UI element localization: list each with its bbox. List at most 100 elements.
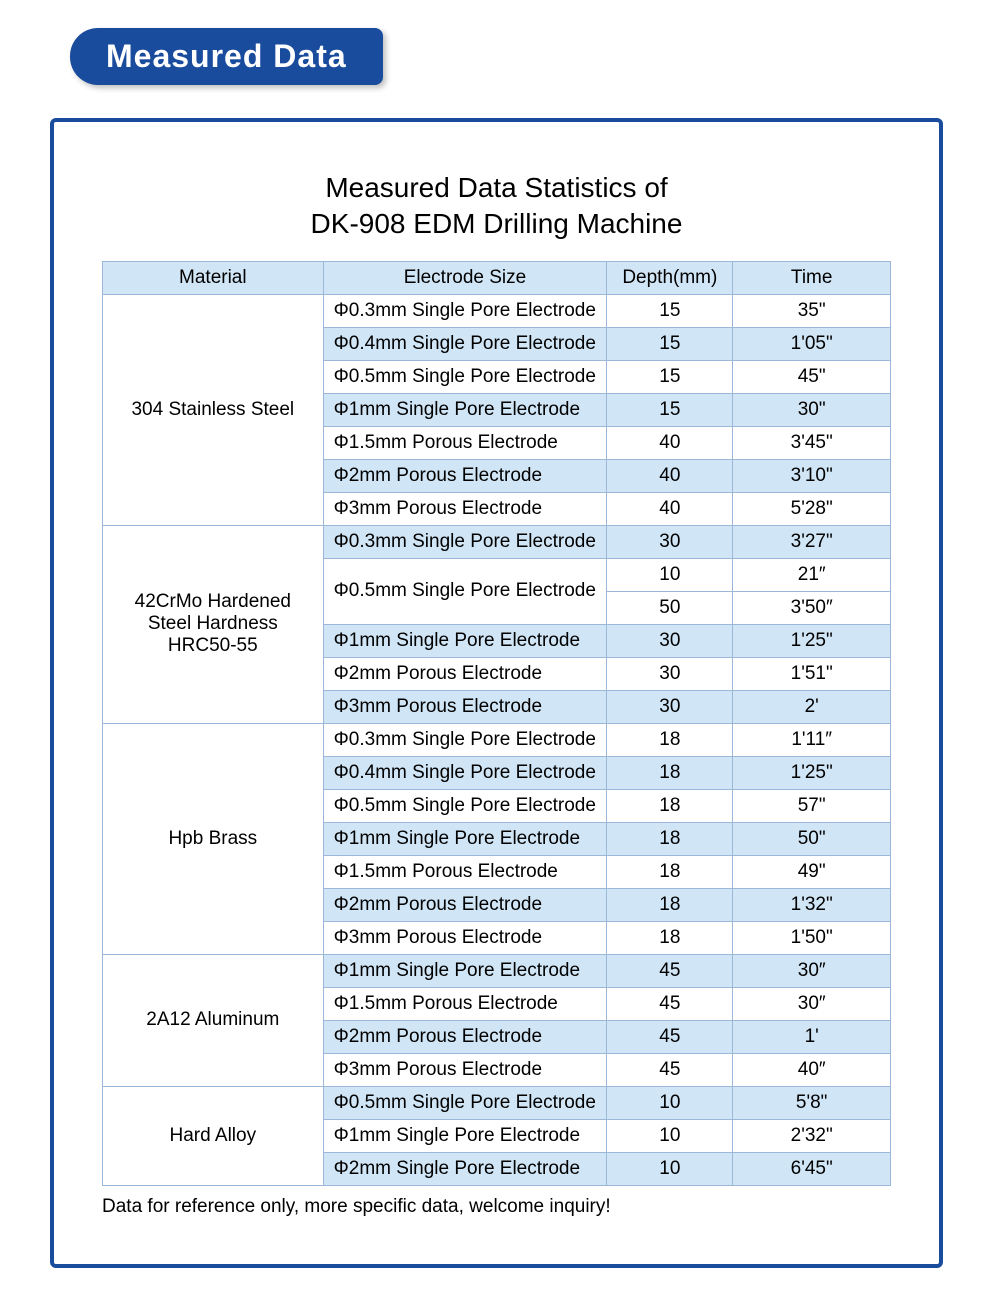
electrode-cell: Φ0.4mm Single Pore Electrode (323, 327, 607, 360)
material-cell: Hard Alloy (103, 1086, 324, 1185)
time-cell: 40″ (733, 1053, 891, 1086)
depth-cell: 40 (607, 459, 733, 492)
material-cell: 42CrMo Hardened Steel Hardness HRC50-55 (103, 525, 324, 723)
electrode-cell: Φ2mm Porous Electrode (323, 888, 607, 921)
time-cell: 6'45" (733, 1152, 891, 1185)
table-row: Hard AlloyΦ0.5mm Single Pore Electrode10… (103, 1086, 891, 1119)
header-badge: Measured Data (70, 28, 383, 85)
footnote: Data for reference only, more specific d… (102, 1196, 891, 1218)
depth-cell: 15 (607, 294, 733, 327)
depth-cell: 18 (607, 789, 733, 822)
depth-cell: 18 (607, 921, 733, 954)
electrode-cell: Φ0.4mm Single Pore Electrode (323, 756, 607, 789)
depth-cell: 10 (607, 1086, 733, 1119)
depth-cell: 30 (607, 525, 733, 558)
time-cell: 21″ (733, 558, 891, 591)
time-cell: 5'8" (733, 1086, 891, 1119)
content-frame: Measured Data Statistics of DK-908 EDM D… (50, 118, 943, 1268)
electrode-cell: Φ0.5mm Single Pore Electrode (323, 1086, 607, 1119)
table-row: 2A12 AluminumΦ1mm Single Pore Electrode4… (103, 954, 891, 987)
depth-cell: 15 (607, 360, 733, 393)
time-cell: 49" (733, 855, 891, 888)
electrode-cell: Φ0.5mm Single Pore Electrode (323, 789, 607, 822)
electrode-cell: Φ3mm Porous Electrode (323, 690, 607, 723)
material-cell: Hpb Brass (103, 723, 324, 954)
depth-cell: 50 (607, 591, 733, 624)
time-cell: 3'27" (733, 525, 891, 558)
electrode-cell: Φ0.3mm Single Pore Electrode (323, 723, 607, 756)
depth-cell: 40 (607, 492, 733, 525)
time-cell: 1'51" (733, 657, 891, 690)
electrode-cell: Φ3mm Porous Electrode (323, 492, 607, 525)
time-cell: 1'25" (733, 624, 891, 657)
electrode-cell: Φ1mm Single Pore Electrode (323, 624, 607, 657)
electrode-cell: Φ0.5mm Single Pore Electrode (323, 360, 607, 393)
depth-cell: 15 (607, 393, 733, 426)
table-row: Hpb BrassΦ0.3mm Single Pore Electrode181… (103, 723, 891, 756)
electrode-cell: Φ1.5mm Porous Electrode (323, 987, 607, 1020)
depth-cell: 18 (607, 723, 733, 756)
page-title: Measured Data Statistics of DK-908 EDM D… (102, 170, 891, 243)
material-cell: 304 Stainless Steel (103, 294, 324, 525)
time-cell: 35" (733, 294, 891, 327)
time-cell: 30″ (733, 954, 891, 987)
time-cell: 3'50″ (733, 591, 891, 624)
depth-cell: 15 (607, 327, 733, 360)
time-cell: 1' (733, 1020, 891, 1053)
electrode-cell: Φ1mm Single Pore Electrode (323, 1119, 607, 1152)
col-depth: Depth(mm) (607, 261, 733, 294)
time-cell: 5'28" (733, 492, 891, 525)
time-cell: 30″ (733, 987, 891, 1020)
depth-cell: 30 (607, 624, 733, 657)
depth-cell: 18 (607, 756, 733, 789)
table-header-row: Material Electrode Size Depth(mm) Time (103, 261, 891, 294)
electrode-cell: Φ1mm Single Pore Electrode (323, 954, 607, 987)
electrode-cell: Φ0.3mm Single Pore Electrode (323, 525, 607, 558)
time-cell: 1'05" (733, 327, 891, 360)
time-cell: 1'11″ (733, 723, 891, 756)
electrode-cell: Φ1.5mm Porous Electrode (323, 426, 607, 459)
time-cell: 1'32" (733, 888, 891, 921)
col-material: Material (103, 261, 324, 294)
title-line-1: Measured Data Statistics of (325, 172, 667, 203)
depth-cell: 18 (607, 855, 733, 888)
time-cell: 1'25" (733, 756, 891, 789)
time-cell: 45" (733, 360, 891, 393)
depth-cell: 30 (607, 657, 733, 690)
electrode-cell: Φ2mm Porous Electrode (323, 1020, 607, 1053)
depth-cell: 30 (607, 690, 733, 723)
electrode-cell: Φ1mm Single Pore Electrode (323, 393, 607, 426)
electrode-cell: Φ0.5mm Single Pore Electrode (323, 558, 607, 624)
depth-cell: 45 (607, 1053, 733, 1086)
depth-cell: 18 (607, 888, 733, 921)
data-table: Material Electrode Size Depth(mm) Time 3… (102, 261, 891, 1186)
electrode-cell: Φ1mm Single Pore Electrode (323, 822, 607, 855)
time-cell: 3'45" (733, 426, 891, 459)
col-time: Time (733, 261, 891, 294)
depth-cell: 45 (607, 954, 733, 987)
title-line-2: DK-908 EDM Drilling Machine (311, 208, 683, 239)
table-row: 42CrMo Hardened Steel Hardness HRC50-55Φ… (103, 525, 891, 558)
col-electrode: Electrode Size (323, 261, 607, 294)
electrode-cell: Φ2mm Porous Electrode (323, 459, 607, 492)
time-cell: 3'10" (733, 459, 891, 492)
material-cell: 2A12 Aluminum (103, 954, 324, 1086)
electrode-cell: Φ0.3mm Single Pore Electrode (323, 294, 607, 327)
electrode-cell: Φ3mm Porous Electrode (323, 1053, 607, 1086)
time-cell: 1'50" (733, 921, 891, 954)
time-cell: 2' (733, 690, 891, 723)
depth-cell: 45 (607, 987, 733, 1020)
electrode-cell: Φ2mm Single Pore Electrode (323, 1152, 607, 1185)
electrode-cell: Φ1.5mm Porous Electrode (323, 855, 607, 888)
depth-cell: 10 (607, 558, 733, 591)
depth-cell: 40 (607, 426, 733, 459)
time-cell: 50" (733, 822, 891, 855)
depth-cell: 45 (607, 1020, 733, 1053)
depth-cell: 10 (607, 1119, 733, 1152)
table-row: 304 Stainless SteelΦ0.3mm Single Pore El… (103, 294, 891, 327)
depth-cell: 18 (607, 822, 733, 855)
time-cell: 57" (733, 789, 891, 822)
time-cell: 2'32" (733, 1119, 891, 1152)
time-cell: 30" (733, 393, 891, 426)
electrode-cell: Φ2mm Porous Electrode (323, 657, 607, 690)
